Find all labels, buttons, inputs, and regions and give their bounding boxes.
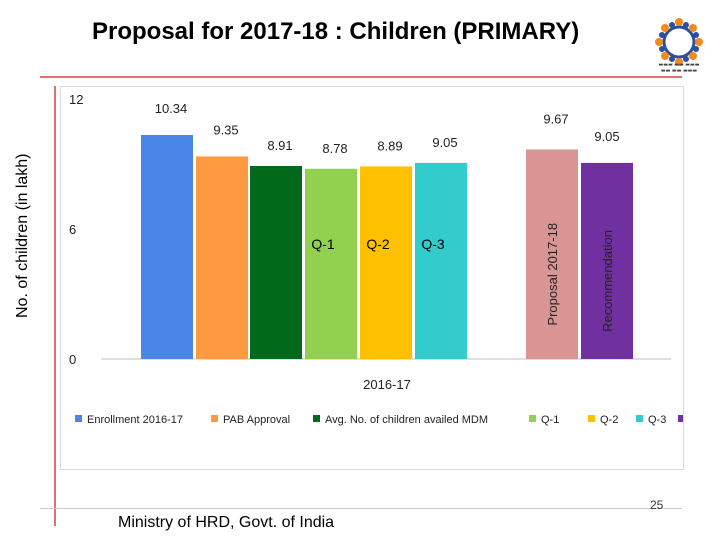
legend-swatch: [678, 415, 683, 422]
bar: [305, 168, 357, 359]
emblem-caption: ▬▬▬ ▬▬ ▬▬▬ ▬▬ ▬▬ ▬▬▬: [658, 62, 700, 74]
y-axis-title: No. of children (in lakh): [14, 153, 31, 318]
legend-label: Q-2: [600, 414, 618, 426]
legend-label: Enrollment 2016-17: [87, 414, 183, 426]
legend-label: Q-3: [648, 414, 666, 426]
y-tick-label: 6: [69, 222, 76, 237]
bar-inner-label: Proposal 2017-18: [545, 223, 560, 326]
data-label: 9.05: [594, 129, 619, 144]
data-label: 8.89: [377, 138, 402, 153]
chart-area: 0 6 12 10.34 9.35 8.91 8.78 Q-1 8.89 Q-2 9.05 Q-3 9.…: [60, 86, 684, 470]
bar: [196, 156, 248, 359]
legend-label: PAB Approval: [223, 414, 290, 426]
bar-inner-label: Q-2: [366, 236, 390, 252]
bar: [250, 165, 302, 359]
legend-swatch: [636, 415, 643, 422]
data-label: 8.78: [322, 141, 347, 156]
bar-inner-label: Q-3: [421, 236, 445, 252]
bar: [581, 162, 633, 359]
footer-ministry: Ministry of HRD, Govt. of India: [118, 514, 335, 531]
bar: [415, 162, 467, 359]
data-label: 9.67: [543, 111, 568, 126]
page-title: Proposal for 2017-18 : Children (PRIMARY…: [92, 18, 580, 45]
data-label: 8.91: [267, 138, 292, 153]
y-tick-label: 12: [69, 92, 83, 107]
data-label: 9.35: [213, 122, 238, 137]
data-label: 10.34: [155, 101, 188, 116]
footer-divider: [40, 508, 682, 509]
legend-swatch: [588, 415, 595, 422]
legend-label: Q-1: [541, 414, 559, 426]
x-category-label: 2016-17: [363, 377, 411, 392]
header-divider: [40, 76, 682, 78]
legend-swatch: [75, 415, 82, 422]
legend-label: Avg. No. of children availed MDM: [325, 414, 488, 426]
bar-chart: 0 6 12 10.34 9.35 8.91 8.78 Q-1 8.89 Q-2 9.05 Q-3 9.…: [69, 92, 683, 426]
page-number: 25: [650, 498, 664, 512]
bar: [526, 149, 578, 359]
left-accent-line: [54, 86, 56, 526]
bar-inner-label: Q-1: [311, 236, 335, 252]
bar-inner-label: Recommendation: [600, 230, 615, 332]
bar: [141, 134, 193, 359]
y-tick-label: 0: [69, 352, 76, 367]
legend-swatch: [313, 415, 320, 422]
legend-swatch: [529, 415, 536, 422]
bar: [360, 166, 412, 359]
emblem-logo-icon: [655, 18, 703, 66]
legend-swatch: [211, 415, 218, 422]
data-label: 9.05: [432, 135, 457, 150]
